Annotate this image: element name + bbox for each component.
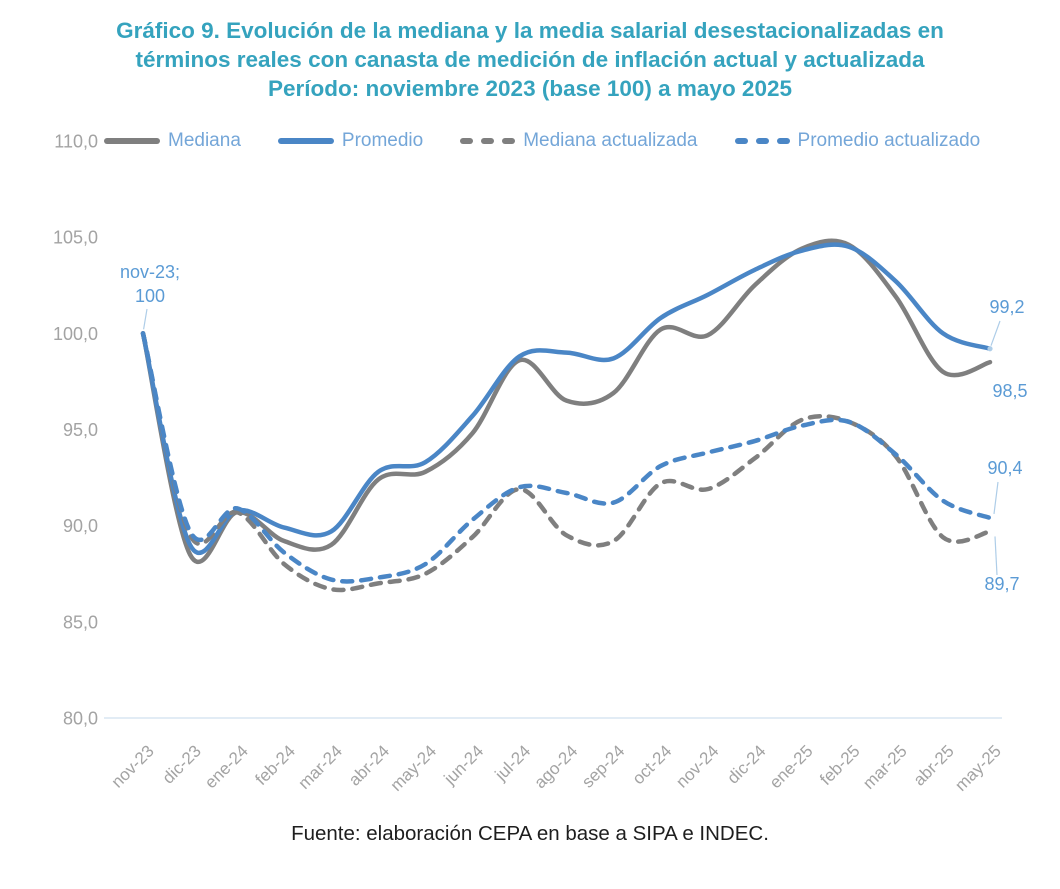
annotation-end-mediana-actualizada-leader <box>994 536 998 576</box>
chart-legend: Mediana Promedio Mediana actualizada Promed… <box>104 130 980 152</box>
x-tick-label-jul-24: jul-24 <box>491 741 535 785</box>
legend-label-promedio-actualizado: Promedio actualizado <box>797 130 981 151</box>
legend-dashed-line-icon <box>460 138 516 144</box>
legend-label-mediana: Mediana <box>168 130 241 151</box>
annotation-start-leader <box>143 308 148 330</box>
legend-solid-line-icon <box>277 138 334 144</box>
annotation-start-line1: nov-23; <box>120 262 180 282</box>
y-tick-label-110-0: 110,0 <box>54 132 98 152</box>
x-tick-label-feb-24: feb-24 <box>251 741 299 789</box>
x-tick-label-abr-24: abr-24 <box>345 741 393 789</box>
y-tick-label-90-0: 90,0 <box>63 516 98 536</box>
x-tick-label-ene-25: ene-25 <box>766 741 817 792</box>
legend-item-promedio-actualizado: Promedio actualizado <box>734 130 981 152</box>
annotation-end-promedio: 99,2 <box>989 297 1024 317</box>
annotation-end-promedio-dot <box>987 346 993 352</box>
x-tick-label-oct-24: oct-24 <box>629 741 676 788</box>
x-tick-label-feb-25: feb-25 <box>816 741 864 789</box>
x-tick-label-mar-25: mar-25 <box>859 741 911 793</box>
x-tick-label-sep-24: sep-24 <box>578 741 628 791</box>
chart-title: Gráfico 9. Evolución de la mediana y la … <box>0 16 1060 103</box>
series-line-mediana <box>140 238 993 565</box>
series-line-promedio-actualizado <box>140 331 993 584</box>
x-tick-label-mar-24: mar-24 <box>295 741 347 793</box>
x-tick-label-may-24: may-24 <box>387 741 441 795</box>
series-line-mediana-actualizada <box>140 331 993 593</box>
x-tick-label-may-25: may-25 <box>951 741 1005 795</box>
x-tick-label-nov-24: nov-24 <box>672 741 722 791</box>
x-tick-label-jun-24: jun-24 <box>440 741 488 789</box>
y-tick-label-80-0: 80,0 <box>63 709 98 729</box>
legend-item-mediana-actualizada: Mediana actualizada <box>460 130 698 152</box>
x-tick-label-abr-25: abr-25 <box>910 741 958 789</box>
x-tick-label-nov-23: nov-23 <box>108 741 158 791</box>
annotation-end-promedio-leader <box>990 320 1001 346</box>
x-tick-label-ene-24: ene-24 <box>201 741 252 792</box>
y-tick-label-85-0: 85,0 <box>63 612 98 632</box>
y-tick-label-95-0: 95,0 <box>63 420 98 440</box>
chart-title-line-1: Gráfico 9. Evolución de la mediana y la … <box>116 18 944 43</box>
legend-item-promedio: Promedio <box>277 130 424 152</box>
legend-label-mediana-actualizada: Mediana actualizada <box>523 130 698 151</box>
legend-item-mediana: Mediana <box>104 130 241 152</box>
legend-label-promedio: Promedio <box>341 130 424 151</box>
x-tick-label-ago-24: ago-24 <box>530 741 581 792</box>
annotation-end-mediana: 98,5 <box>992 381 1027 401</box>
annotation-end-promedio-actualizado-leader <box>993 481 999 515</box>
y-tick-label-105-0: 105,0 <box>53 228 98 248</box>
y-tick-label-100-0: 100,0 <box>53 324 98 344</box>
legend-solid-line-icon <box>104 138 160 144</box>
annotation-end-mediana-actualizada: 89,7 <box>984 574 1019 594</box>
x-tick-label-dic-24: dic-24 <box>723 741 769 787</box>
chart-title-line-3: Período: noviembre 2023 (base 100) a may… <box>267 76 792 101</box>
annotation-start-line2: 100 <box>135 286 165 306</box>
legend-dashed-line-icon <box>734 138 790 144</box>
annotation-end-promedio-actualizado: 90,4 <box>987 458 1022 478</box>
x-tick-label-dic-23: dic-23 <box>159 741 205 787</box>
chart-title-line-2: términos reales con canasta de medición … <box>135 47 925 72</box>
source-note: Fuente: elaboración CEPA en base a SIPA … <box>291 822 769 845</box>
